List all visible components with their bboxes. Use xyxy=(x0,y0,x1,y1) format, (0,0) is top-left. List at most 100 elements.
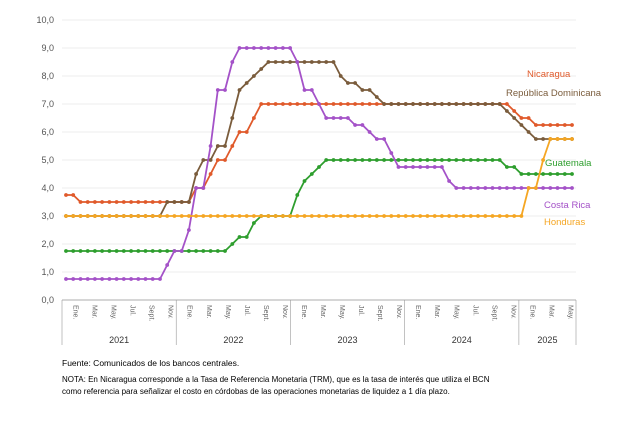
grid xyxy=(62,19,576,301)
data-point xyxy=(555,137,560,141)
data-point xyxy=(374,102,379,106)
data-point xyxy=(150,214,155,218)
data-point xyxy=(570,123,574,127)
x-month-label: Mar. xyxy=(433,305,440,319)
data-point xyxy=(468,214,473,218)
data-point xyxy=(374,214,379,218)
data-point xyxy=(505,186,509,190)
data-point xyxy=(476,102,480,106)
data-point xyxy=(208,158,213,162)
data-point xyxy=(223,88,227,92)
data-point xyxy=(497,158,502,162)
data-point xyxy=(281,46,285,50)
y-tick-label: 9,0 xyxy=(41,43,54,53)
data-point xyxy=(360,102,365,106)
x-month-label: Mar. xyxy=(547,305,554,319)
data-point xyxy=(273,102,278,106)
series-group xyxy=(64,46,574,281)
note-text: NOTA: En Nicaragua corresponde a la Tasa… xyxy=(62,375,490,396)
data-point xyxy=(338,116,343,120)
data-point xyxy=(85,214,90,218)
x-month-label: Jul. xyxy=(243,305,250,316)
data-point xyxy=(223,144,227,148)
data-point xyxy=(512,165,517,169)
data-point xyxy=(570,137,574,141)
data-point xyxy=(230,242,235,246)
data-point xyxy=(71,214,76,218)
x-year-label: 2022 xyxy=(223,335,243,345)
data-point xyxy=(490,214,495,218)
data-point xyxy=(548,137,553,141)
x-month-label: Ene. xyxy=(300,305,307,319)
data-point xyxy=(64,277,68,281)
data-point xyxy=(121,200,126,204)
data-point xyxy=(252,46,256,50)
data-point xyxy=(78,249,83,253)
data-point xyxy=(114,249,119,253)
data-point xyxy=(411,165,415,169)
data-point xyxy=(230,60,235,64)
data-point xyxy=(483,102,488,106)
data-point xyxy=(534,172,538,176)
data-point xyxy=(461,102,466,106)
data-point xyxy=(562,123,567,127)
data-point xyxy=(179,249,184,253)
data-point xyxy=(93,249,97,253)
data-point xyxy=(230,214,235,218)
data-point xyxy=(505,165,509,169)
data-point xyxy=(324,102,329,106)
data-point xyxy=(324,214,329,218)
data-point xyxy=(346,214,350,218)
data-point xyxy=(367,130,372,134)
data-point xyxy=(85,277,90,281)
data-point xyxy=(309,88,314,92)
data-point xyxy=(273,60,278,64)
data-point xyxy=(570,172,574,176)
data-point xyxy=(114,200,119,204)
x-axis: Ene. Mar. May. Jul. Sept. Nov. Ene. Mar. May. Jul… xyxy=(61,299,577,345)
data-point xyxy=(208,144,213,148)
data-point xyxy=(541,158,545,162)
data-point xyxy=(317,60,321,64)
data-point xyxy=(194,249,199,253)
series-costa-rica xyxy=(64,46,574,281)
data-point xyxy=(425,165,430,169)
data-point xyxy=(447,102,451,106)
data-point xyxy=(331,60,336,64)
data-point xyxy=(273,46,278,50)
data-point xyxy=(432,102,437,106)
data-point xyxy=(338,74,343,78)
data-point xyxy=(324,158,329,162)
line-chart: 0,0 1,0 2,0 3,0 4,0 5,0 6,0 7,0 8,0 9,0 10,0 Ene. M… xyxy=(36,15,602,345)
data-point xyxy=(244,81,249,85)
data-point xyxy=(461,186,466,190)
data-point xyxy=(150,277,155,281)
data-point xyxy=(172,214,177,218)
data-point xyxy=(93,200,97,204)
data-point xyxy=(360,214,365,218)
data-point xyxy=(237,88,242,92)
data-point xyxy=(244,214,249,218)
x-month-label: Sept. xyxy=(262,305,269,321)
data-point xyxy=(281,60,285,64)
x-month-label: Ene. xyxy=(186,305,193,319)
data-point xyxy=(317,214,321,218)
data-point xyxy=(490,158,495,162)
data-point xyxy=(425,214,430,218)
data-point xyxy=(389,151,394,155)
series-label: Nicaragua xyxy=(527,69,571,80)
data-point xyxy=(295,60,300,64)
x-month-label: Jul. xyxy=(357,305,364,316)
data-point xyxy=(512,186,517,190)
data-point xyxy=(187,228,191,232)
data-point xyxy=(230,144,235,148)
data-point xyxy=(259,46,264,50)
data-point xyxy=(201,214,206,218)
y-tick-label: 4,0 xyxy=(41,183,54,193)
data-point xyxy=(476,158,480,162)
data-point xyxy=(201,158,206,162)
x-month-label: Nov. xyxy=(395,305,402,319)
data-point xyxy=(295,214,300,218)
data-point xyxy=(121,249,126,253)
x-month-label: May. xyxy=(338,305,345,320)
